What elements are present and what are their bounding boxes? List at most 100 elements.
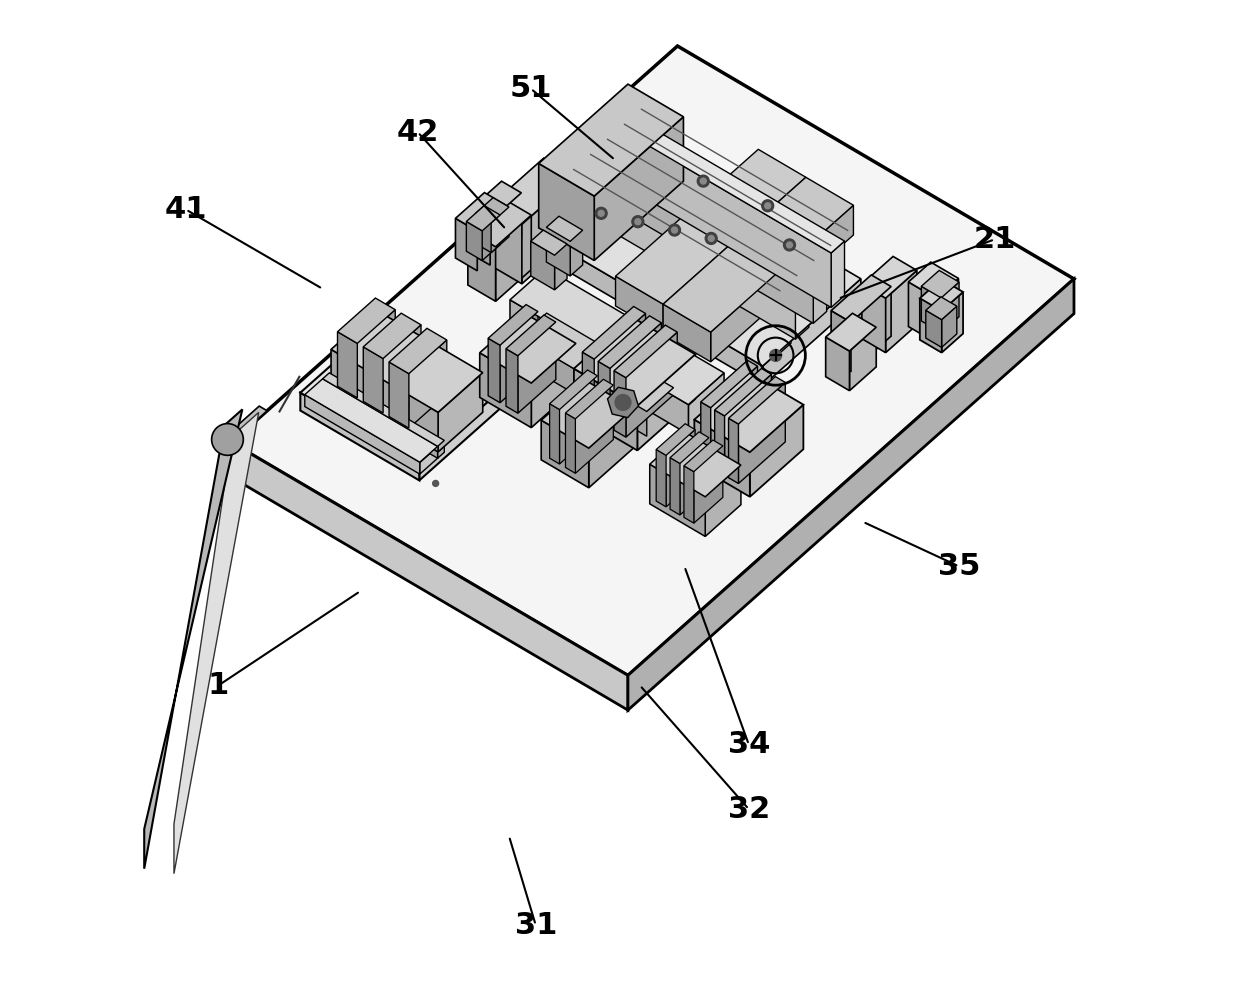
Polygon shape xyxy=(826,337,849,391)
Polygon shape xyxy=(656,423,696,455)
Polygon shape xyxy=(795,272,808,339)
Polygon shape xyxy=(506,315,556,356)
Circle shape xyxy=(751,397,761,407)
Polygon shape xyxy=(480,313,575,383)
Polygon shape xyxy=(331,310,482,413)
Polygon shape xyxy=(926,310,941,347)
Circle shape xyxy=(585,393,595,403)
Polygon shape xyxy=(455,219,477,270)
Polygon shape xyxy=(570,231,583,276)
Polygon shape xyxy=(574,317,696,406)
Polygon shape xyxy=(482,215,500,260)
Text: 32: 32 xyxy=(728,795,770,824)
Text: 21: 21 xyxy=(973,225,1016,253)
Circle shape xyxy=(770,350,781,362)
Polygon shape xyxy=(831,242,844,307)
Polygon shape xyxy=(608,148,813,323)
Polygon shape xyxy=(305,379,438,462)
Polygon shape xyxy=(684,466,694,523)
Polygon shape xyxy=(322,373,444,446)
Polygon shape xyxy=(615,276,663,334)
Polygon shape xyxy=(500,311,538,403)
Polygon shape xyxy=(337,298,396,343)
Circle shape xyxy=(532,328,538,334)
Polygon shape xyxy=(565,380,614,418)
Polygon shape xyxy=(438,440,444,458)
Polygon shape xyxy=(763,278,861,386)
Polygon shape xyxy=(583,352,594,418)
Polygon shape xyxy=(510,268,724,405)
Polygon shape xyxy=(531,242,554,290)
Text: 51: 51 xyxy=(510,75,552,103)
Polygon shape xyxy=(598,316,661,369)
Polygon shape xyxy=(300,321,500,462)
Polygon shape xyxy=(921,286,941,333)
Polygon shape xyxy=(663,177,853,332)
Polygon shape xyxy=(300,393,419,480)
Polygon shape xyxy=(363,313,422,359)
Polygon shape xyxy=(537,234,763,386)
Polygon shape xyxy=(583,306,646,359)
Polygon shape xyxy=(520,337,647,436)
Polygon shape xyxy=(549,404,559,464)
Circle shape xyxy=(615,395,631,411)
Circle shape xyxy=(212,423,243,455)
Polygon shape xyxy=(706,465,742,537)
Polygon shape xyxy=(438,373,482,452)
Circle shape xyxy=(737,389,746,399)
Polygon shape xyxy=(862,284,885,353)
Polygon shape xyxy=(559,376,598,464)
Circle shape xyxy=(569,384,579,394)
Circle shape xyxy=(635,219,641,225)
Polygon shape xyxy=(637,354,696,450)
Polygon shape xyxy=(909,262,959,298)
Polygon shape xyxy=(598,362,610,427)
Polygon shape xyxy=(614,325,677,378)
Circle shape xyxy=(642,346,652,356)
Polygon shape xyxy=(663,177,806,334)
Polygon shape xyxy=(565,413,575,473)
Polygon shape xyxy=(627,279,1074,710)
Polygon shape xyxy=(232,46,1074,675)
Polygon shape xyxy=(467,231,496,301)
Polygon shape xyxy=(572,168,791,300)
Polygon shape xyxy=(357,310,396,398)
Polygon shape xyxy=(467,199,531,247)
Polygon shape xyxy=(510,300,688,434)
Polygon shape xyxy=(575,385,614,473)
Polygon shape xyxy=(936,278,959,343)
Polygon shape xyxy=(589,409,634,488)
Polygon shape xyxy=(688,373,724,434)
Polygon shape xyxy=(549,370,598,410)
Circle shape xyxy=(510,319,520,329)
Polygon shape xyxy=(538,84,683,196)
Polygon shape xyxy=(920,298,941,353)
Polygon shape xyxy=(626,332,677,437)
Circle shape xyxy=(765,203,771,209)
Polygon shape xyxy=(491,207,508,252)
Polygon shape xyxy=(777,288,791,355)
Text: 42: 42 xyxy=(397,117,439,147)
Polygon shape xyxy=(466,206,500,231)
Circle shape xyxy=(784,239,795,250)
Polygon shape xyxy=(714,411,724,475)
Circle shape xyxy=(598,211,604,217)
Polygon shape xyxy=(506,349,518,414)
Polygon shape xyxy=(174,413,259,874)
Polygon shape xyxy=(921,270,959,298)
Polygon shape xyxy=(420,446,438,474)
Polygon shape xyxy=(489,338,500,403)
Circle shape xyxy=(761,200,774,212)
Text: 31: 31 xyxy=(515,911,557,939)
Polygon shape xyxy=(322,379,438,458)
Polygon shape xyxy=(490,206,522,284)
Polygon shape xyxy=(885,270,916,353)
Polygon shape xyxy=(589,164,795,339)
Polygon shape xyxy=(490,193,521,265)
Polygon shape xyxy=(419,392,500,480)
Text: 41: 41 xyxy=(165,195,207,224)
Polygon shape xyxy=(941,306,957,347)
Polygon shape xyxy=(831,310,851,372)
Polygon shape xyxy=(647,388,673,436)
Circle shape xyxy=(672,227,677,233)
